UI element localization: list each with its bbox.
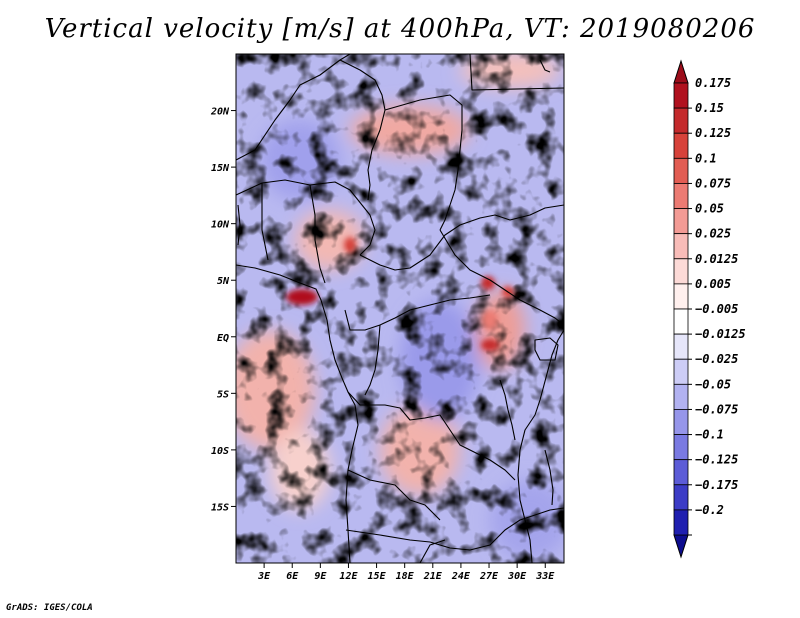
x-tick-label: 27E [479,571,499,582]
field-layer [236,54,564,563]
colorbar-label: 0.05 [695,202,724,216]
chart-title: Vertical velocity [m/s] at 400hPa, VT: 2… [44,14,756,44]
colorbar-label: −0.0125 [695,327,746,341]
coastlines-and-borders [235,53,565,564]
colorbar-swatch [673,434,689,461]
y-tick-label: 15N [211,163,230,174]
lake-victoria [534,337,559,361]
axes: 3E 6E 9E 12E 15E 18E 21E 24E 27E 30E 33E 20N 15N 10N 5… [210,107,555,582]
colorbar-swatch [673,509,689,536]
border [359,204,565,271]
colorbar-swatch [673,107,689,134]
y-tick-label: 5S [217,389,229,400]
border [347,391,516,481]
x-tick-label: 12E [339,571,358,582]
colorbar-label: −0.005 [695,302,738,316]
border [344,294,491,331]
colorbar-swatch [673,358,689,385]
colorbar-swatch [673,183,689,209]
colorbar-label: 0.125 [695,126,731,140]
y-tick-label: 10S [211,446,229,457]
x-tick-label: 24E [451,571,471,582]
colorbar-label: 0.025 [695,227,731,241]
colorbar-label: −0.2 [695,503,724,517]
border [339,59,386,201]
border [469,53,565,91]
colorbar-swatch [673,459,689,486]
border [261,183,269,261]
colorbar-label: −0.025 [695,352,738,366]
coastline-west [235,264,359,564]
x-tick-label: 15E [368,571,387,582]
colorbar-swatch [673,308,689,335]
border [235,179,376,256]
colorbar-swatch [673,233,689,260]
colorbar-label: 0.075 [695,176,731,190]
x-tick-label: 6E [286,571,299,582]
colorbar-label: 0.0125 [695,252,738,266]
colorbar-swatch [673,283,689,310]
border [364,324,381,396]
coastline-east [517,329,565,564]
border [235,53,351,161]
colorbar-swatch [673,333,689,360]
colorbar-top-triangle [673,59,689,84]
colorbar-swatch [673,157,689,184]
lake-tanganyika [499,379,516,441]
colorbar-swatch [673,208,689,235]
colorbar-label: 0.15 [695,101,724,115]
plot-frame [235,53,565,564]
x-tick-label: 21E [423,571,443,582]
border [419,539,446,564]
border [237,204,241,246]
x-tick-label: 30E [507,571,527,582]
y-tick-label: EQ [217,333,229,344]
border [539,59,551,73]
y-tick-label: 15S [211,502,229,513]
colorbar-label: 0.175 [695,76,731,90]
x-tick-label: 3E [257,571,271,582]
y-tick-label: 5N [217,276,230,287]
grads-credit: GrADS: IGES/COLA [6,603,93,613]
y-tick-label: 10N [211,220,230,231]
colorbar-label: 0.1 [695,151,717,165]
lake-malawi [544,449,554,506]
colorbar-swatch [673,484,689,511]
colorbar-label: −0.175 [695,478,738,492]
border [345,507,565,551]
colorbar-label: −0.1 [695,428,724,442]
colorbar-swatch [673,132,689,159]
colorbar-swatch [673,82,689,109]
border [347,469,441,521]
colorbar-label: −0.05 [695,377,731,391]
colorbar-label: 0.005 [695,277,731,291]
x-tick-label: 18E [396,571,415,582]
colorbar-swatch [673,258,689,285]
colorbar-label: −0.125 [695,453,738,467]
x-tick-label: 9E [314,571,327,582]
colorbar-label: −0.075 [695,402,738,416]
colorbar-swatch [673,383,689,410]
field-texture [236,54,564,563]
border [309,184,326,284]
border [384,94,463,231]
colorbar-bottom-triangle [673,534,689,559]
x-tick-label: 33E [535,571,555,582]
y-tick-label: 20N [210,107,230,118]
colorbar: 0.175 0.15 0.125 0.1 0.075 0.05 0.025 0.0125 0.0… [673,59,746,559]
colorbar-swatch [673,409,689,435]
border [439,229,565,326]
